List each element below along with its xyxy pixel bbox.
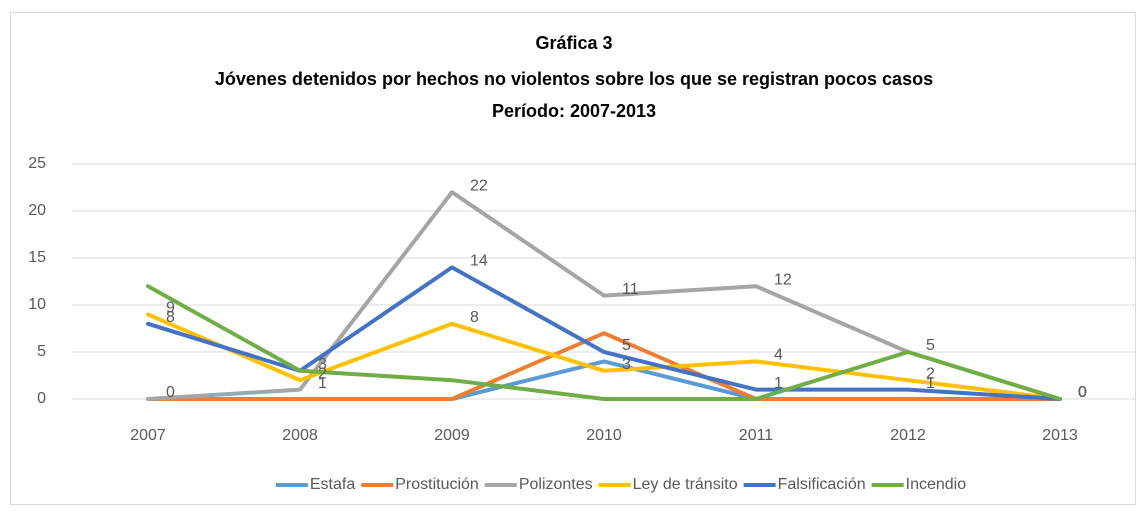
y-tick-label: 0: [37, 390, 46, 407]
data-label: 8: [166, 309, 175, 326]
x-tick-label: 2007: [130, 427, 166, 444]
x-tick-label: 2011: [739, 427, 774, 444]
data-label: 2: [926, 365, 935, 382]
data-label: 22: [470, 177, 488, 194]
y-tick-label: 20: [28, 202, 46, 219]
legend-label: Falsificación: [778, 476, 866, 493]
chart-title: Gráfica 3: [535, 33, 612, 53]
chart-period: Período: 2007-2013: [492, 101, 656, 121]
x-tick-label: 2012: [890, 427, 926, 444]
legend-label: Ley de tránsito: [633, 476, 738, 493]
data-label: 5: [622, 337, 631, 354]
data-label: 0: [1078, 384, 1087, 401]
data-label: 11: [622, 281, 639, 298]
data-label: 3: [622, 356, 631, 373]
data-label: 8: [470, 309, 479, 326]
y-tick-label: 15: [28, 249, 46, 266]
data-label: 5: [926, 337, 935, 354]
y-tick-label: 10: [28, 296, 46, 313]
x-tick-label: 2008: [282, 427, 318, 444]
data-label: 4: [774, 347, 783, 364]
data-label: 1: [774, 375, 783, 392]
data-label: 2: [318, 365, 327, 382]
data-label: 1: [318, 375, 327, 392]
x-tick-label: 2013: [1042, 427, 1078, 444]
data-label: 0: [1078, 384, 1087, 401]
data-label: 0: [166, 384, 175, 401]
y-tick-label: 25: [28, 155, 46, 172]
series-line: [146, 331, 1062, 401]
legend-label: Incendio: [906, 476, 967, 493]
data-label: 12: [774, 271, 792, 288]
data-label: 0: [1078, 384, 1087, 401]
chart-subtitle: Jóvenes detenidos por hechos no violento…: [215, 69, 933, 89]
data-label: 14: [470, 253, 488, 270]
legend-label: Prostitución: [395, 476, 479, 493]
legend-label: Polizontes: [519, 476, 593, 493]
data-label: 3: [318, 356, 327, 373]
series-line: [146, 284, 1062, 401]
x-tick-label: 2010: [586, 427, 622, 444]
legend-label: Estafa: [310, 476, 355, 493]
series-line: [146, 312, 1062, 401]
data-label: 9: [166, 300, 175, 317]
data-label: 1: [926, 375, 935, 392]
y-tick-label: 5: [37, 343, 46, 360]
x-tick-label: 2009: [434, 427, 470, 444]
